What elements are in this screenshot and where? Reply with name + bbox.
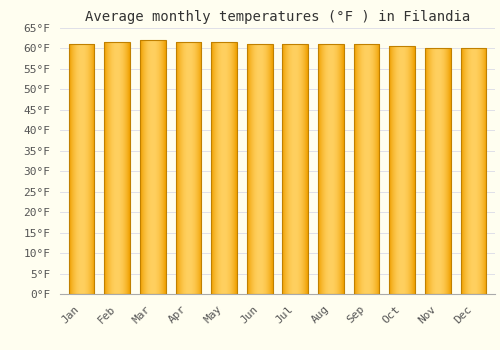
Bar (390, 47, 415, 294)
Bar (425, 48, 451, 294)
Bar (354, 44, 380, 294)
Bar (140, 40, 166, 294)
Bar (211, 42, 237, 294)
Bar (247, 44, 272, 294)
Title: Average monthly temperatures (°F ) in Filandia: Average monthly temperatures (°F ) in Fi… (85, 10, 470, 24)
Bar (461, 48, 486, 294)
Bar (176, 42, 201, 294)
Bar (282, 44, 308, 294)
Bar (318, 44, 344, 294)
Bar (68, 44, 94, 294)
Bar (104, 42, 130, 294)
